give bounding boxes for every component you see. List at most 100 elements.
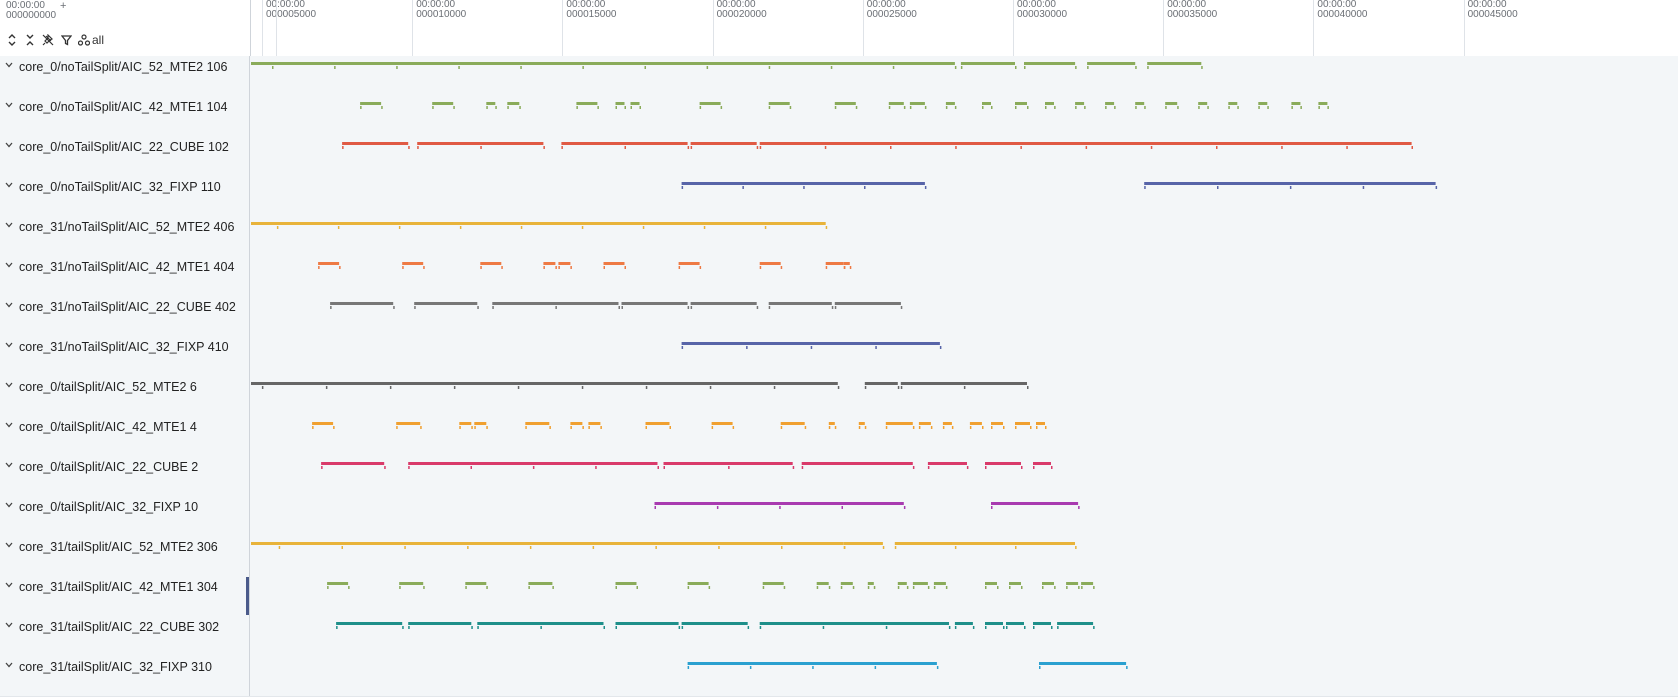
trace-slice[interactable] <box>1144 182 1436 185</box>
trace-slice[interactable] <box>459 422 472 425</box>
trace-slice[interactable] <box>681 182 925 185</box>
trace-slice[interactable] <box>942 422 952 425</box>
track-label[interactable]: core_0/noTailSplit/AIC_42_MTE1 104 <box>0 96 250 136</box>
trace-slice[interactable] <box>690 142 757 145</box>
trace-slice[interactable] <box>318 262 340 265</box>
trace-slice[interactable] <box>991 502 1079 505</box>
trace-slice[interactable] <box>888 102 904 105</box>
chevron-down-icon[interactable] <box>5 300 15 311</box>
track-row[interactable]: core_31/noTailSplit/AIC_22_CUBE 402 <box>0 296 1678 337</box>
trace-slice[interactable] <box>588 422 601 425</box>
track-lane[interactable] <box>251 176 1678 216</box>
trace-slice[interactable] <box>251 542 844 545</box>
trace-slice[interactable] <box>1006 622 1024 625</box>
trace-slice[interactable] <box>330 302 394 305</box>
trace-slice[interactable] <box>645 422 670 425</box>
chevron-down-icon[interactable] <box>5 580 15 591</box>
chevron-down-icon[interactable] <box>5 380 15 391</box>
trace-slice[interactable] <box>402 262 424 265</box>
trace-slice[interactable] <box>843 542 883 545</box>
trace-slice[interactable] <box>900 382 1027 385</box>
trace-slice[interactable] <box>699 102 721 105</box>
trace-slice[interactable] <box>615 622 679 625</box>
trace-slice[interactable] <box>663 462 793 465</box>
track-row[interactable]: core_0/noTailSplit/AIC_42_MTE1 104 <box>0 96 1678 137</box>
trace-slice[interactable] <box>1165 102 1178 105</box>
trace-slice[interactable] <box>576 102 598 105</box>
trace-slice[interactable] <box>312 422 334 425</box>
track-label[interactable]: core_0/noTailSplit/AIC_32_FIXP 110 <box>0 176 250 216</box>
trace-slice[interactable] <box>678 262 700 265</box>
trace-slice[interactable] <box>561 142 688 145</box>
trace-slice[interactable] <box>507 102 520 105</box>
trace-slice[interactable] <box>834 302 901 305</box>
track-lane[interactable] <box>251 616 1678 656</box>
trace-slice[interactable] <box>1258 102 1268 105</box>
trace-slice[interactable] <box>654 502 904 505</box>
trace-slice[interactable] <box>985 622 1003 625</box>
trace-slice[interactable] <box>687 662 937 665</box>
track-label[interactable]: core_0/tailSplit/AIC_42_MTE1 4 <box>0 416 250 456</box>
track-lane[interactable] <box>251 416 1678 456</box>
trace-slice[interactable] <box>477 622 604 625</box>
track-label[interactable]: core_0/noTailSplit/AIC_22_CUBE 102 <box>0 136 250 176</box>
trace-slice[interactable] <box>1042 582 1054 585</box>
track-label[interactable]: core_31/noTailSplit/AIC_52_MTE2 406 <box>0 216 250 256</box>
track-label[interactable]: core_0/tailSplit/AIC_22_CUBE 2 <box>0 456 250 496</box>
trace-slice[interactable] <box>840 582 853 585</box>
trace-slice[interactable] <box>690 302 757 305</box>
trace-slice[interactable] <box>864 382 898 385</box>
track-row[interactable]: core_31/tailSplit/AIC_32_FIXP 310 <box>0 656 1678 697</box>
chevron-down-icon[interactable] <box>5 100 15 111</box>
chevron-down-icon[interactable] <box>5 60 15 71</box>
trace-slice[interactable] <box>528 582 553 585</box>
track-row[interactable]: core_0/noTailSplit/AIC_52_MTE2 106 <box>0 56 1678 97</box>
track-row[interactable]: core_0/tailSplit/AIC_42_MTE1 4 <box>0 416 1678 457</box>
track-lane[interactable] <box>251 256 1678 296</box>
collapse-all-icon[interactable] <box>24 33 36 47</box>
trace-slice[interactable] <box>1015 422 1030 425</box>
track-row[interactable]: core_31/noTailSplit/AIC_42_MTE1 404 <box>0 256 1678 297</box>
trace-slice[interactable] <box>543 262 556 265</box>
track-row[interactable]: core_31/tailSplit/AIC_42_MTE1 304 <box>0 576 1678 617</box>
chevron-down-icon[interactable] <box>5 660 15 671</box>
trace-slice[interactable] <box>408 622 472 625</box>
trace-slice[interactable] <box>1036 422 1045 425</box>
trace-slice[interactable] <box>858 422 865 425</box>
trace-slice[interactable] <box>780 422 805 425</box>
track-lane[interactable] <box>251 496 1678 536</box>
trace-slice[interactable] <box>759 622 949 625</box>
track-label[interactable]: core_0/tailSplit/AIC_32_FIXP 10 <box>0 496 250 536</box>
trace-slice[interactable] <box>991 422 1003 425</box>
trace-slice[interactable] <box>867 582 874 585</box>
trace-slice[interactable] <box>1105 102 1115 105</box>
trace-slice[interactable] <box>945 102 955 105</box>
trace-slice[interactable] <box>762 582 784 585</box>
track-lane[interactable] <box>251 136 1678 176</box>
chevron-down-icon[interactable] <box>5 420 15 431</box>
trace-slice[interactable] <box>474 422 487 425</box>
trace-slice[interactable] <box>1066 582 1079 585</box>
trace-slice[interactable] <box>912 582 928 585</box>
trace-slice[interactable] <box>399 582 424 585</box>
trace-slice[interactable] <box>408 462 658 465</box>
track-row[interactable]: core_31/tailSplit/AIC_52_MTE2 306 <box>0 536 1678 577</box>
trace-slice[interactable] <box>801 462 913 465</box>
track-lane[interactable] <box>251 296 1678 336</box>
trace-slice[interactable] <box>603 262 625 265</box>
trace-slice[interactable] <box>621 302 688 305</box>
trace-slice[interactable] <box>918 422 931 425</box>
trace-slice[interactable] <box>570 422 583 425</box>
chevron-down-icon[interactable] <box>5 220 15 231</box>
trace-slice[interactable] <box>321 462 385 465</box>
trace-slice[interactable] <box>1009 582 1021 585</box>
trace-slice[interactable] <box>486 102 496 105</box>
track-label[interactable]: core_31/noTailSplit/AIC_32_FIXP 410 <box>0 336 250 376</box>
trace-slice[interactable] <box>768 102 790 105</box>
trace-slice[interactable] <box>768 302 832 305</box>
track-lane[interactable] <box>251 456 1678 496</box>
show-all-button[interactable]: all <box>78 33 104 47</box>
chevron-down-icon[interactable] <box>5 340 15 351</box>
trace-slice[interactable] <box>1291 102 1301 105</box>
track-lane[interactable] <box>251 376 1678 416</box>
